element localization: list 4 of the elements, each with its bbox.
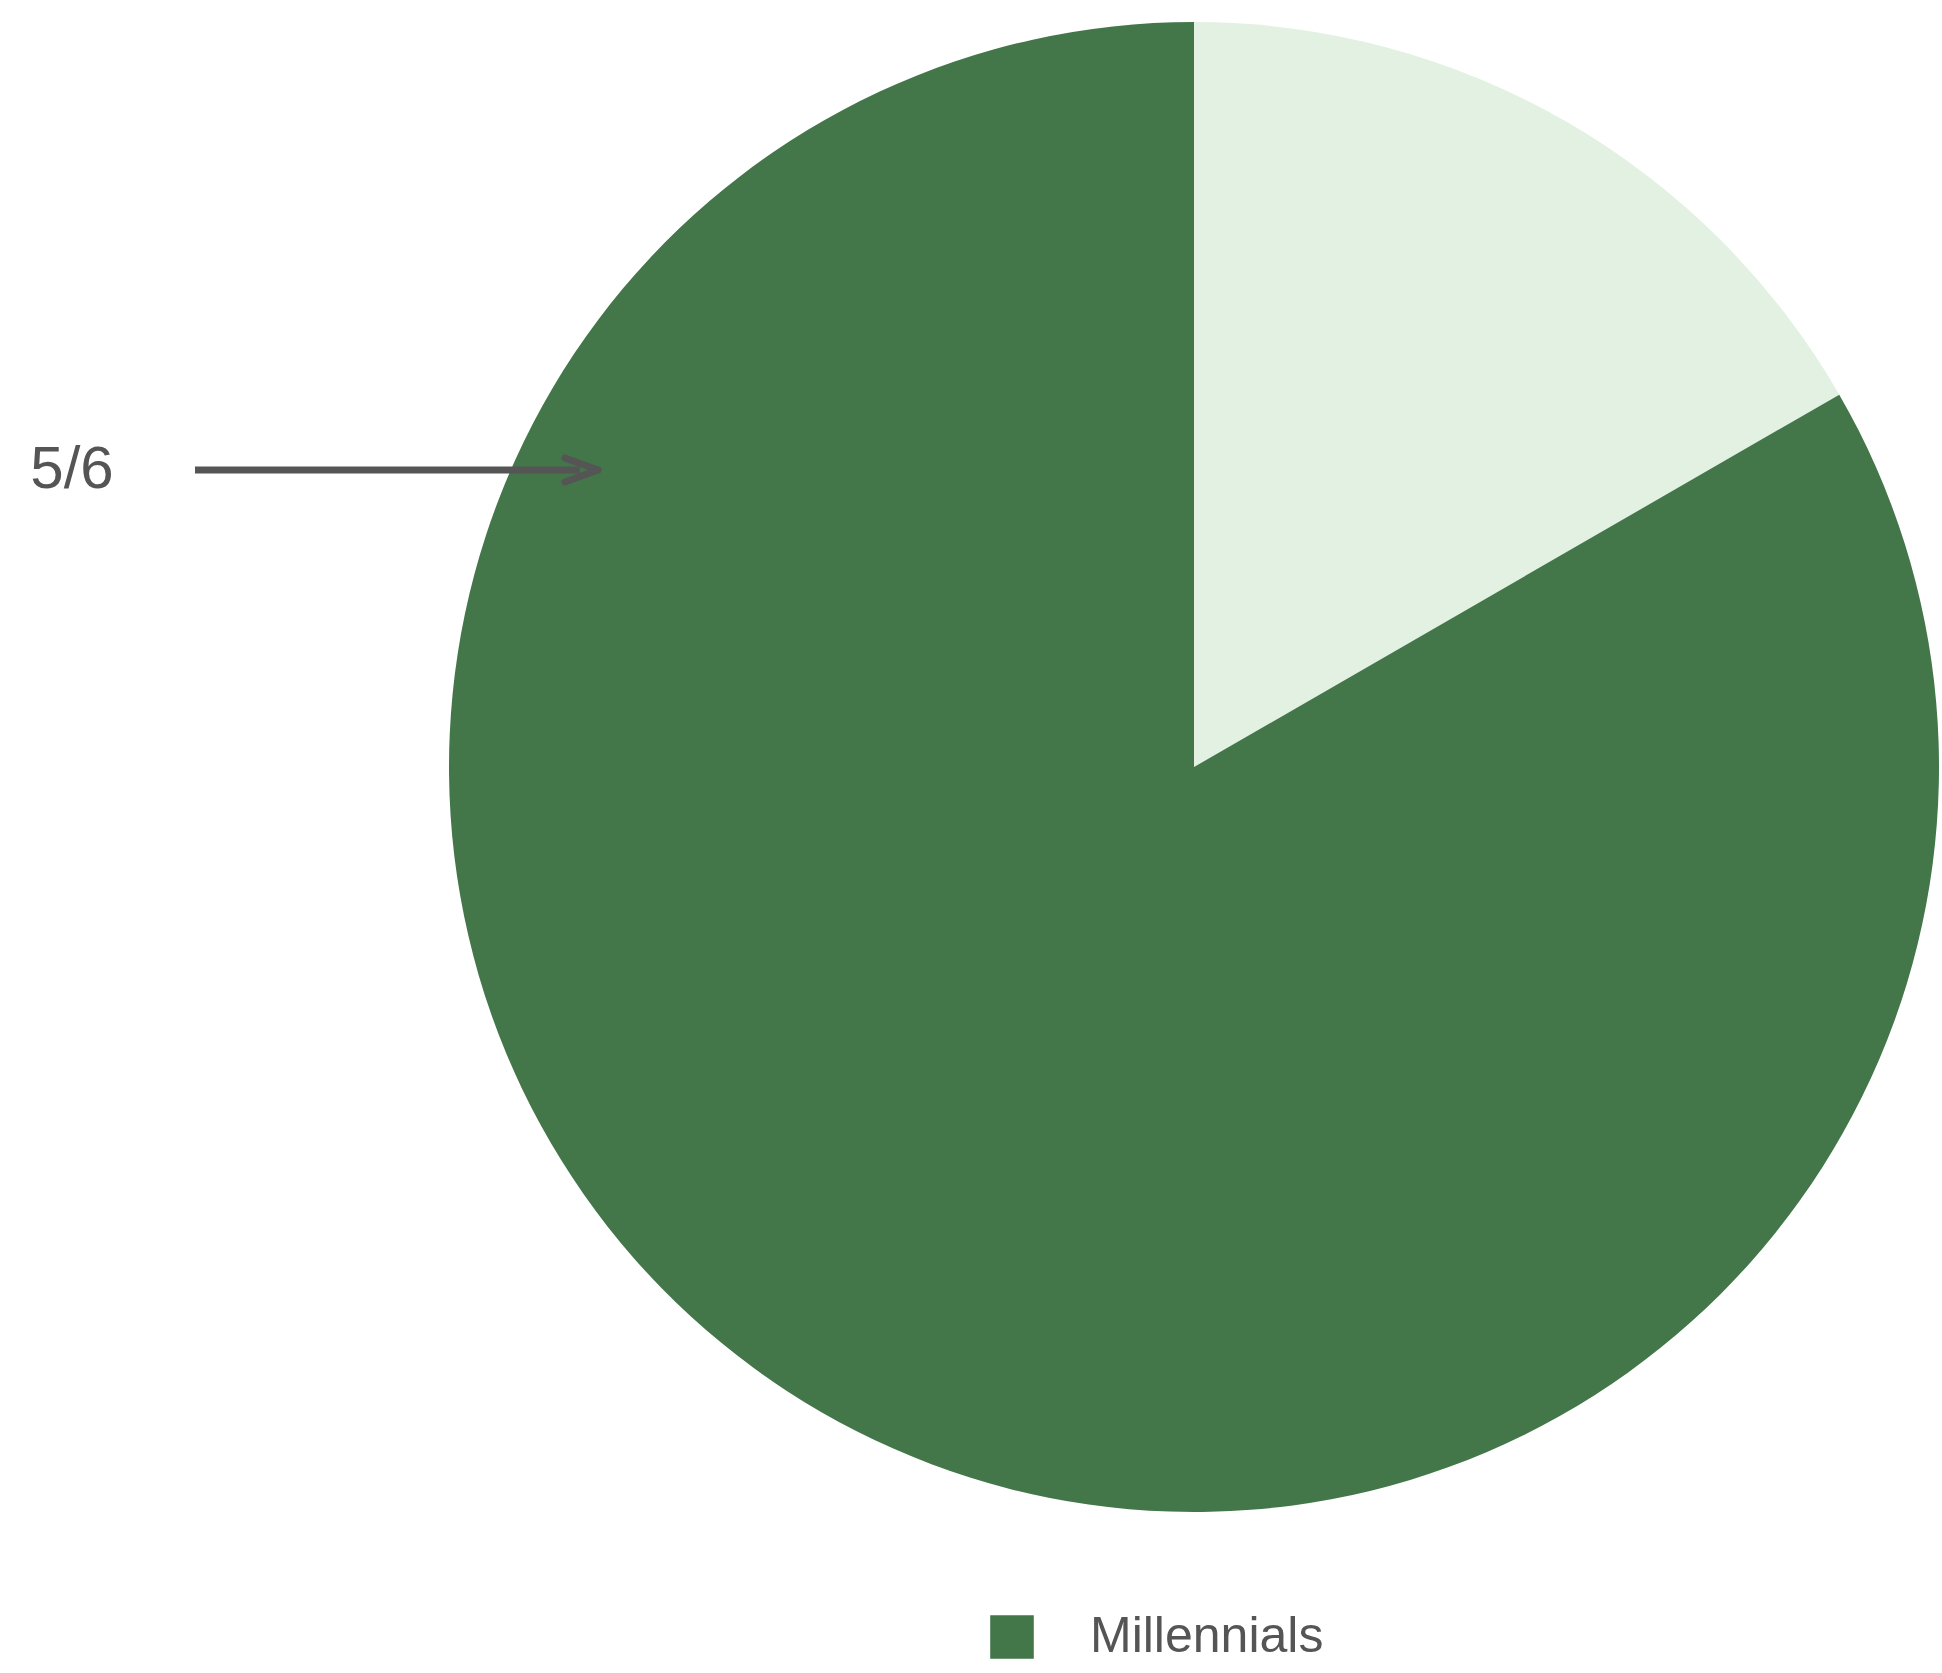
pie-slice [449,22,1939,1512]
pie-slice [1194,22,1840,767]
legend-label: Millennials [1090,1607,1324,1663]
text: 5/6 [30,434,114,501]
